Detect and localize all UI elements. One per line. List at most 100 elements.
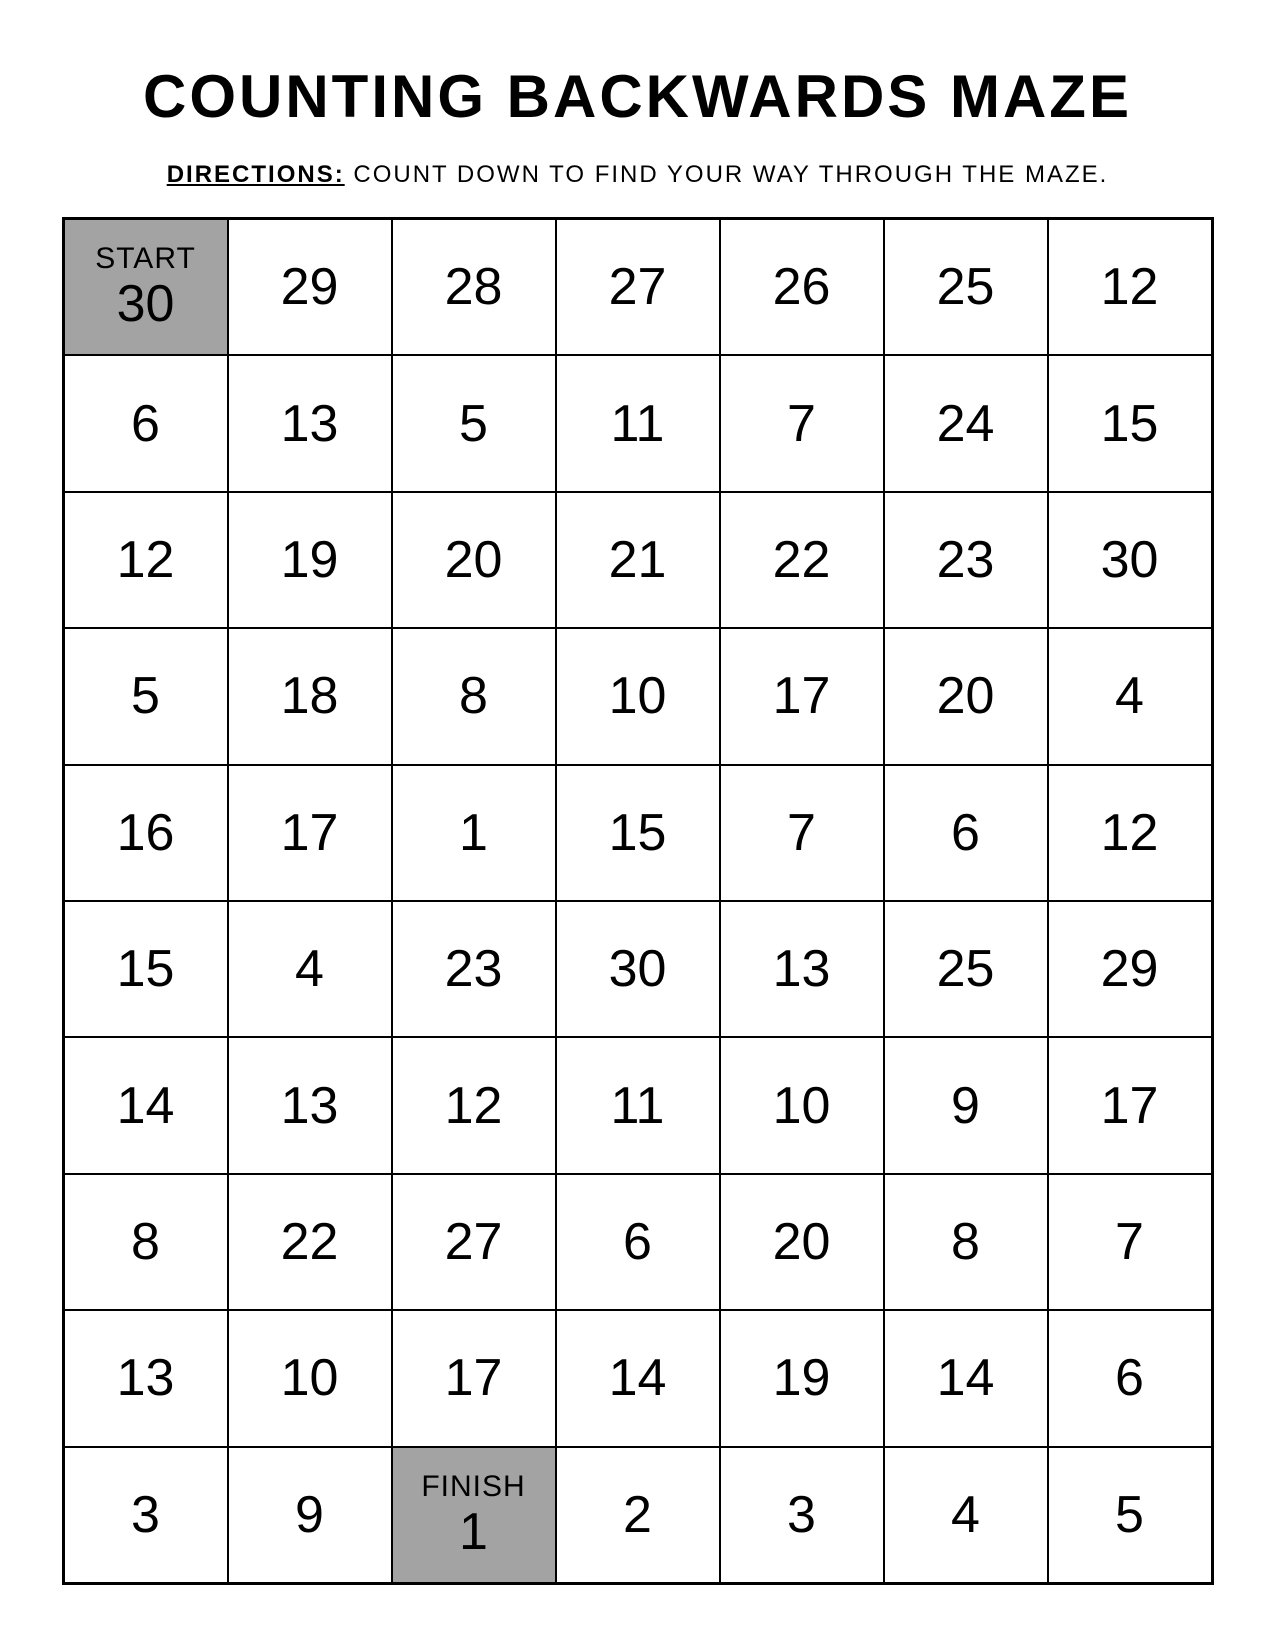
cell-number: 22 xyxy=(773,534,831,586)
maze-cell: 7 xyxy=(720,765,884,901)
cell-number: 5 xyxy=(131,670,160,722)
maze-cell: 11 xyxy=(556,1037,720,1173)
maze-cell: 10 xyxy=(228,1310,392,1446)
maze-cell: 10 xyxy=(556,628,720,764)
cell-number: 13 xyxy=(117,1352,175,1404)
cell-number: 11 xyxy=(611,1080,665,1132)
maze-cell: 8 xyxy=(884,1174,1048,1310)
maze-cell: 24 xyxy=(884,355,1048,491)
cell-number: 10 xyxy=(609,670,667,722)
maze-cell: 3 xyxy=(720,1447,884,1583)
cell-number: 6 xyxy=(131,398,160,450)
maze-cell: 12 xyxy=(1048,219,1212,355)
cell-number: 22 xyxy=(281,1216,339,1268)
directions: Directions: Count down to find your way … xyxy=(60,161,1215,189)
cell-number: 14 xyxy=(609,1352,667,1404)
maze-cell: 28 xyxy=(392,219,556,355)
maze-cell: 6 xyxy=(1048,1310,1212,1446)
directions-label: Directions: xyxy=(167,161,345,188)
maze-cell: 2 xyxy=(556,1447,720,1583)
cell-number: 29 xyxy=(281,261,339,313)
cell-number: 14 xyxy=(117,1080,175,1132)
cell-number: 14 xyxy=(937,1352,995,1404)
maze-cell: 12 xyxy=(392,1037,556,1173)
cell-number: 30 xyxy=(609,943,667,995)
cell-number: 21 xyxy=(609,534,667,586)
cell-number: 1 xyxy=(459,1506,488,1558)
cell-number: 5 xyxy=(1115,1489,1144,1541)
maze-cell: 15 xyxy=(556,765,720,901)
cell-number: 11 xyxy=(611,398,665,450)
maze-cell: 25 xyxy=(884,901,1048,1037)
maze-cell: 27 xyxy=(392,1174,556,1310)
maze-cell: 20 xyxy=(884,628,1048,764)
maze-cell: 5 xyxy=(64,628,228,764)
maze-cell: 21 xyxy=(556,492,720,628)
maze-cell: 14 xyxy=(884,1310,1048,1446)
cell-number: 12 xyxy=(445,1080,503,1132)
maze-cell: 6 xyxy=(556,1174,720,1310)
maze-cell: 20 xyxy=(392,492,556,628)
maze-cell: 29 xyxy=(228,219,392,355)
maze-cell: 23 xyxy=(392,901,556,1037)
maze-cell: 22 xyxy=(228,1174,392,1310)
cell-number: 25 xyxy=(937,943,995,995)
directions-text: Count down to find your way through the … xyxy=(345,161,1109,188)
cell-label: Start xyxy=(95,244,196,274)
cell-number: 8 xyxy=(951,1216,980,1268)
maze-cell: 13 xyxy=(228,355,392,491)
cell-number: 9 xyxy=(295,1489,324,1541)
cell-number: 5 xyxy=(459,398,488,450)
cell-number: 10 xyxy=(773,1080,831,1132)
cell-number: 30 xyxy=(117,278,175,330)
cell-number: 26 xyxy=(773,261,831,313)
cell-number: 15 xyxy=(117,943,175,995)
cell-number: 19 xyxy=(773,1352,831,1404)
maze-cell: 9 xyxy=(228,1447,392,1583)
cell-number: 27 xyxy=(445,1216,503,1268)
cell-number: 15 xyxy=(609,807,667,859)
cell-number: 3 xyxy=(787,1489,816,1541)
cell-number: 2 xyxy=(623,1489,652,1541)
maze-cell: 5 xyxy=(392,355,556,491)
cell-number: 23 xyxy=(445,943,503,995)
maze-cell: Finish1 xyxy=(392,1447,556,1583)
maze-cell: 6 xyxy=(64,355,228,491)
maze-cell: 8 xyxy=(392,628,556,764)
cell-number: 1 xyxy=(459,807,488,859)
maze-cell: 23 xyxy=(884,492,1048,628)
maze-cell: 14 xyxy=(556,1310,720,1446)
maze-cell: 27 xyxy=(556,219,720,355)
cell-number: 13 xyxy=(773,943,831,995)
page-title: Counting Backwards Maze xyxy=(60,62,1215,131)
cell-number: 6 xyxy=(623,1216,652,1268)
cell-number: 13 xyxy=(281,1080,339,1132)
cell-number: 20 xyxy=(773,1216,831,1268)
maze-cell: 19 xyxy=(228,492,392,628)
cell-number: 18 xyxy=(281,670,339,722)
maze-cell: 4 xyxy=(1048,628,1212,764)
cell-number: 20 xyxy=(445,534,503,586)
cell-number: 6 xyxy=(951,807,980,859)
cell-number: 30 xyxy=(1101,534,1159,586)
maze-cell: 12 xyxy=(1048,765,1212,901)
cell-number: 8 xyxy=(459,670,488,722)
maze-cell: 17 xyxy=(228,765,392,901)
maze-cell: 7 xyxy=(720,355,884,491)
maze-cell: 16 xyxy=(64,765,228,901)
cell-number: 16 xyxy=(117,807,175,859)
cell-number: 20 xyxy=(937,670,995,722)
maze-cell: 13 xyxy=(64,1310,228,1446)
maze-cell: 7 xyxy=(1048,1174,1212,1310)
maze-cell: 17 xyxy=(392,1310,556,1446)
cell-number: 17 xyxy=(281,807,339,859)
maze-cell: Start 30 xyxy=(64,219,228,355)
maze-cell: 14 xyxy=(64,1037,228,1173)
maze-cell: 29 xyxy=(1048,901,1212,1037)
maze-cell: 17 xyxy=(720,628,884,764)
cell-number: 17 xyxy=(1101,1080,1159,1132)
maze-cell: 15 xyxy=(64,901,228,1037)
maze-cell: 6 xyxy=(884,765,1048,901)
maze-cell: 10 xyxy=(720,1037,884,1173)
maze-cell: 1 xyxy=(392,765,556,901)
